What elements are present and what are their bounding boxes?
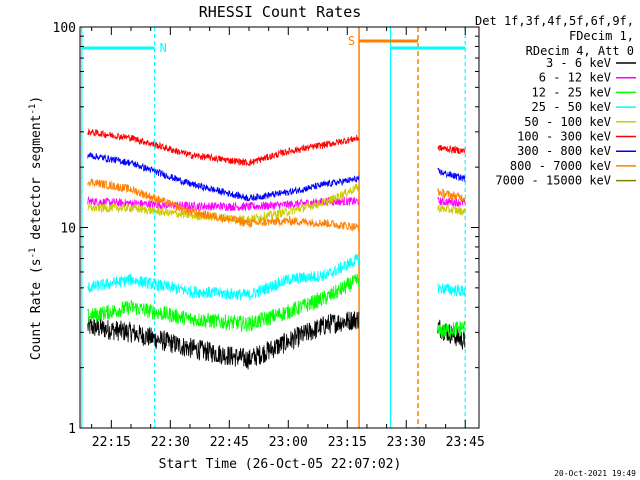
x-tick-label: 23:30 (387, 435, 426, 450)
night-label: N (160, 41, 167, 55)
legend-entry-label: 100 - 300 keV (517, 130, 611, 144)
y-axis-label-main: Count Rate (s (29, 258, 44, 360)
y-axis-label-sup2: -1 (28, 104, 38, 115)
x-axis-label: Start Time (26-Oct-05 22:07:02) (159, 457, 402, 472)
series-line (437, 144, 466, 155)
series-line (87, 253, 360, 301)
series-line (87, 178, 360, 233)
x-tick-label: 22:30 (151, 435, 190, 450)
series-line (87, 128, 360, 167)
legend-header-line: RDecim 4, Att 0 (526, 44, 634, 58)
series-line (437, 283, 466, 297)
timestamp: 20-Oct-2021 19:49 (554, 469, 636, 478)
x-tick-label: 23:15 (328, 435, 367, 450)
series-line (87, 273, 360, 333)
saa-label: S (348, 34, 355, 48)
y-tick-label: 100 (53, 21, 76, 36)
legend: Det 1f,3f,4f,5f,6f,9f,FDecim 1,RDecim 4,… (475, 14, 636, 188)
x-axis-ticks: 22:15 22:30 22:45 23:00 23:15 23:30 23:45 (91, 27, 485, 450)
y-axis-label-mid: detector segment (29, 115, 44, 248)
y-axis-label-end: ) (29, 96, 44, 104)
legend-entry-label: 3 - 6 keV (546, 56, 611, 70)
legend-entry-label: 6 - 12 keV (539, 71, 611, 85)
x-tick-label: 23:00 (269, 435, 308, 450)
series-line (437, 321, 466, 339)
series-line (437, 196, 466, 207)
y-tick-label: 1 (68, 422, 76, 437)
y-axis-ticks: 1 10 100 (53, 21, 479, 437)
legend-entry-label: 800 - 7000 keV (510, 159, 611, 173)
x-tick-label: 22:45 (210, 435, 249, 450)
series-line (87, 152, 360, 202)
series-line (437, 204, 466, 216)
series-line (87, 311, 360, 370)
legend-header-line: FDecim 1, (569, 29, 634, 43)
legend-header-line: Det 1f,3f,4f,5f,6f,9f, (475, 14, 634, 28)
legend-entry-label: 25 - 50 keV (532, 100, 611, 114)
y-axis-label: Count Rate (s-1 detector segment-1) (28, 96, 44, 360)
series-line (87, 195, 360, 212)
y-tick-label: 10 (60, 222, 76, 237)
legend-entry-label: 7000 - 15000 keV (495, 174, 611, 188)
y-axis-label-sup1: -1 (28, 248, 38, 259)
chart-title: RHESSI Count Rates (199, 3, 362, 21)
legend-entry-label: 12 - 25 keV (532, 85, 611, 99)
legend-entry-label: 50 - 100 keV (524, 115, 611, 129)
x-tick-label: 22:15 (92, 435, 131, 450)
series-line (437, 188, 466, 202)
series-line (437, 167, 466, 183)
plot-frame (79, 26, 480, 429)
legend-entry-label: 300 - 800 keV (517, 144, 611, 158)
x-tick-label: 23:45 (446, 435, 485, 450)
